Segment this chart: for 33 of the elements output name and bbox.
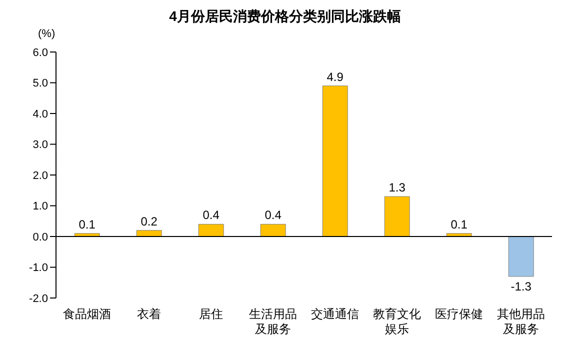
x-tick-label: 生活用品及服务: [249, 307, 297, 336]
bar: [322, 86, 348, 237]
data-label: 1.3: [388, 180, 406, 195]
chart-title: 4月份居民消费价格分类别同比涨跌幅: [168, 8, 402, 26]
x-tick-label: 其他用品及服务: [497, 307, 545, 336]
x-tick-label: 衣着: [137, 307, 161, 321]
y-tick-label: 6.0: [32, 46, 48, 59]
bar: [136, 230, 162, 237]
y-tick-label: 3.0: [32, 139, 48, 152]
y-tick-label: 2.0: [32, 170, 48, 182]
data-label: 0.2: [140, 214, 158, 228]
x-tick-label: 医疗保健: [435, 307, 483, 321]
data-label: 0.4: [202, 208, 220, 222]
y-tick-label: -1.0: [29, 262, 48, 274]
data-label: 0.1: [78, 217, 96, 232]
x-tick-label: 居住: [199, 307, 223, 321]
y-tick-label: 4.0: [32, 108, 48, 120]
x-tick-label: 教育文化娱乐: [373, 307, 421, 336]
data-label: -1.3: [510, 279, 532, 294]
bar: [384, 196, 410, 237]
data-label: 4.9: [326, 70, 344, 84]
y-tick-label: 1.0: [32, 200, 48, 213]
y-tick-label: 5.0: [32, 78, 48, 90]
y-axis-title: (%): [38, 28, 56, 40]
data-label: 0.4: [264, 208, 282, 222]
bar: [508, 236, 534, 277]
bar: [260, 224, 286, 237]
y-tick-label: 0.0: [32, 231, 48, 244]
data-label: 0.1: [450, 217, 468, 232]
bar: [198, 224, 224, 237]
x-tick-label: 食品烟酒: [63, 307, 111, 321]
x-tick-label: 交通通信: [311, 307, 359, 321]
y-tick-label: -2.0: [29, 292, 48, 305]
